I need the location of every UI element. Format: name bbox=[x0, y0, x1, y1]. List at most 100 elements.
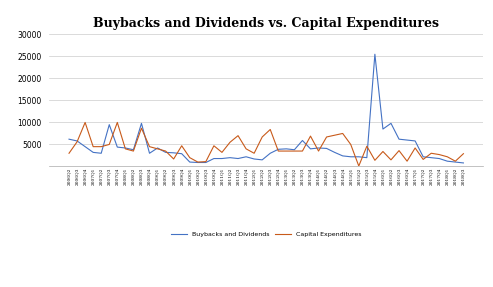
Capital Expenditures bbox=[453, 160, 458, 163]
Buybacks and Dividends bbox=[131, 148, 137, 152]
Buybacks and Dividends bbox=[380, 127, 386, 131]
Buybacks and Dividends bbox=[90, 151, 96, 154]
Capital Expenditures bbox=[348, 143, 353, 146]
Legend: Buybacks and Dividends, Capital Expenditures: Buybacks and Dividends, Capital Expendit… bbox=[169, 229, 364, 240]
Buybacks and Dividends bbox=[356, 155, 362, 158]
Capital Expenditures bbox=[356, 164, 362, 168]
Buybacks and Dividends bbox=[114, 146, 120, 149]
Capital Expenditures bbox=[404, 160, 410, 163]
Capital Expenditures bbox=[179, 144, 185, 148]
Buybacks and Dividends bbox=[195, 161, 201, 164]
Capital Expenditures bbox=[227, 141, 233, 144]
Buybacks and Dividends bbox=[412, 139, 418, 143]
Capital Expenditures bbox=[187, 156, 193, 159]
Capital Expenditures bbox=[74, 140, 80, 144]
Buybacks and Dividends bbox=[323, 147, 329, 150]
Capital Expenditures bbox=[211, 144, 217, 148]
Buybacks and Dividends bbox=[227, 156, 233, 159]
Buybacks and Dividends bbox=[163, 151, 169, 154]
Buybacks and Dividends bbox=[66, 137, 72, 141]
Line: Buybacks and Dividends: Buybacks and Dividends bbox=[69, 54, 463, 163]
Buybacks and Dividends bbox=[203, 161, 209, 164]
Capital Expenditures bbox=[90, 145, 96, 148]
Buybacks and Dividends bbox=[219, 157, 225, 160]
Capital Expenditures bbox=[219, 151, 225, 154]
Buybacks and Dividends bbox=[122, 146, 128, 150]
Capital Expenditures bbox=[259, 135, 265, 139]
Buybacks and Dividends bbox=[251, 157, 257, 161]
Capital Expenditures bbox=[396, 149, 402, 152]
Buybacks and Dividends bbox=[243, 155, 249, 158]
Capital Expenditures bbox=[114, 121, 120, 124]
Capital Expenditures bbox=[66, 152, 72, 155]
Buybacks and Dividends bbox=[267, 152, 273, 155]
Buybacks and Dividends bbox=[179, 152, 185, 156]
Capital Expenditures bbox=[146, 145, 152, 148]
Capital Expenditures bbox=[275, 149, 281, 153]
Capital Expenditures bbox=[131, 149, 137, 153]
Capital Expenditures bbox=[380, 150, 386, 153]
Capital Expenditures bbox=[420, 158, 426, 161]
Buybacks and Dividends bbox=[146, 152, 152, 155]
Capital Expenditures bbox=[251, 152, 257, 155]
Buybacks and Dividends bbox=[155, 146, 161, 150]
Buybacks and Dividends bbox=[106, 123, 112, 126]
Buybacks and Dividends bbox=[340, 154, 346, 158]
Capital Expenditures bbox=[332, 133, 338, 137]
Capital Expenditures bbox=[444, 155, 450, 158]
Capital Expenditures bbox=[155, 147, 161, 151]
Capital Expenditures bbox=[98, 145, 104, 148]
Capital Expenditures bbox=[291, 149, 297, 153]
Buybacks and Dividends bbox=[388, 122, 394, 125]
Capital Expenditures bbox=[243, 147, 249, 151]
Buybacks and Dividends bbox=[428, 156, 434, 159]
Buybacks and Dividends bbox=[404, 138, 410, 142]
Capital Expenditures bbox=[299, 149, 305, 153]
Buybacks and Dividends bbox=[299, 139, 305, 142]
Buybacks and Dividends bbox=[98, 152, 104, 155]
Buybacks and Dividends bbox=[259, 158, 265, 162]
Buybacks and Dividends bbox=[82, 145, 88, 148]
Capital Expenditures bbox=[283, 149, 289, 153]
Buybacks and Dividends bbox=[444, 160, 450, 163]
Capital Expenditures bbox=[460, 152, 466, 156]
Buybacks and Dividends bbox=[460, 161, 466, 165]
Capital Expenditures bbox=[163, 149, 169, 153]
Capital Expenditures bbox=[139, 127, 144, 130]
Capital Expenditures bbox=[412, 146, 418, 150]
Buybacks and Dividends bbox=[453, 160, 458, 164]
Buybacks and Dividends bbox=[291, 148, 297, 152]
Buybacks and Dividends bbox=[235, 157, 241, 160]
Capital Expenditures bbox=[372, 159, 378, 162]
Capital Expenditures bbox=[195, 160, 201, 164]
Capital Expenditures bbox=[267, 128, 273, 131]
Capital Expenditures bbox=[340, 132, 346, 135]
Buybacks and Dividends bbox=[436, 157, 442, 160]
Buybacks and Dividends bbox=[74, 139, 80, 143]
Capital Expenditures bbox=[122, 147, 128, 151]
Capital Expenditures bbox=[316, 149, 321, 153]
Buybacks and Dividends bbox=[332, 151, 338, 154]
Buybacks and Dividends bbox=[308, 147, 314, 151]
Buybacks and Dividends bbox=[420, 155, 426, 158]
Buybacks and Dividends bbox=[283, 147, 289, 151]
Buybacks and Dividends bbox=[275, 148, 281, 151]
Capital Expenditures bbox=[308, 134, 314, 138]
Buybacks and Dividends bbox=[396, 137, 402, 141]
Buybacks and Dividends bbox=[364, 156, 370, 159]
Capital Expenditures bbox=[323, 135, 329, 139]
Capital Expenditures bbox=[364, 144, 370, 148]
Capital Expenditures bbox=[428, 152, 434, 155]
Capital Expenditures bbox=[82, 121, 88, 124]
Capital Expenditures bbox=[388, 158, 394, 162]
Capital Expenditures bbox=[106, 143, 112, 146]
Buybacks and Dividends bbox=[348, 155, 353, 158]
Capital Expenditures bbox=[203, 160, 209, 163]
Capital Expenditures bbox=[235, 134, 241, 137]
Buybacks and Dividends bbox=[187, 160, 193, 164]
Buybacks and Dividends bbox=[372, 53, 378, 56]
Buybacks and Dividends bbox=[171, 151, 176, 154]
Buybacks and Dividends bbox=[139, 122, 144, 125]
Line: Capital Expenditures: Capital Expenditures bbox=[69, 123, 463, 166]
Title: Buybacks and Dividends vs. Capital Expenditures: Buybacks and Dividends vs. Capital Expen… bbox=[93, 18, 439, 30]
